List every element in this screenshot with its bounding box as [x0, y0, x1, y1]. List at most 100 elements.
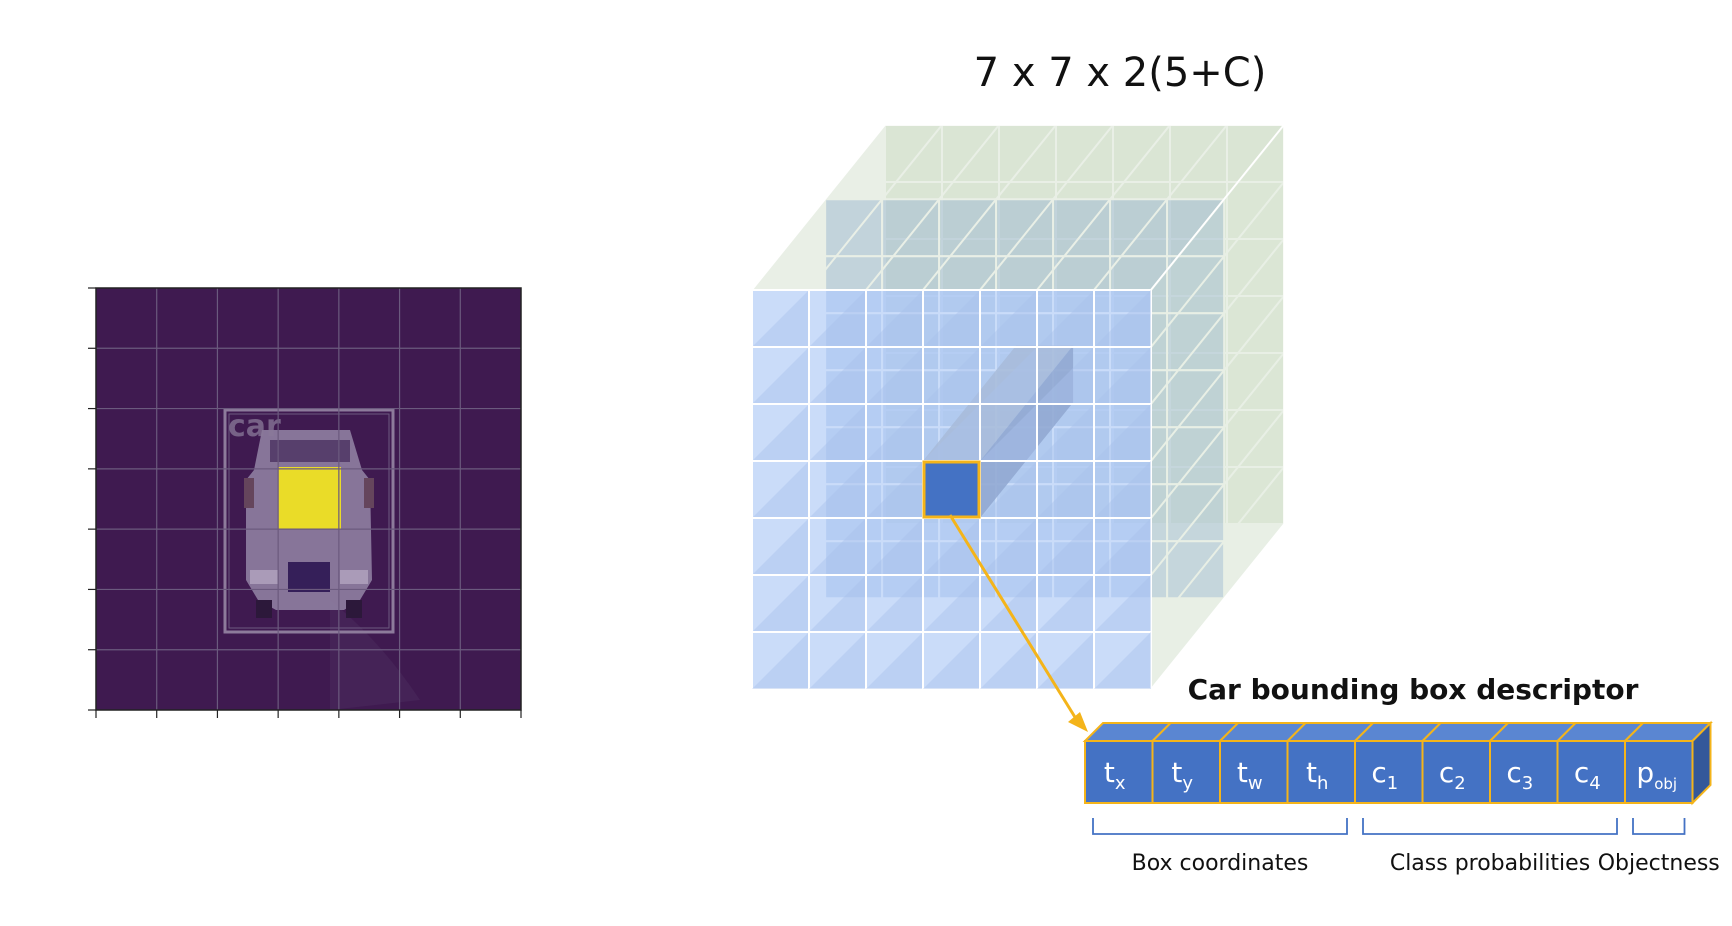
descriptor-symbol: c: [1574, 756, 1589, 789]
tensor-front-cell-shade: [923, 347, 980, 404]
descriptor-top-divider: [1354, 722, 1374, 742]
tensor-front-cell-shade: [1037, 632, 1094, 689]
tensor-front-cell-shade: [1094, 461, 1151, 518]
tensor-front-cell-shade: [809, 575, 866, 632]
tensor-front-cell-shade: [809, 461, 866, 518]
tensor-back-cell: [998, 124, 1057, 183]
tensor-front-cell-shade: [1037, 518, 1094, 575]
tensor-front-cell-shade: [752, 518, 809, 575]
tensor-front-cell: [751, 346, 810, 405]
tensor-front-cell: [1036, 517, 1095, 576]
tensor-top-edge: [808, 124, 943, 291]
descriptor-cell-label: c2: [1439, 756, 1466, 794]
descriptor-top-divider: [1556, 722, 1577, 742]
group-label: Box coordinates: [1132, 851, 1309, 876]
tensor-mid-cell: [1052, 198, 1112, 258]
tensor-front-cell: [979, 460, 1038, 519]
tensor-top-edge: [1093, 124, 1228, 291]
tensor-front-cell: [1036, 460, 1095, 519]
tensor-front-cell-shade: [1094, 290, 1151, 347]
descriptor-top-divider: [1624, 722, 1644, 742]
responsible-grid-cell: [278, 467, 341, 529]
tensor-front-cell: [865, 403, 924, 462]
tensor-front-cell-shade: [1094, 347, 1151, 404]
descriptor-symbol: t: [1237, 756, 1248, 789]
tensor-front-cell: [922, 574, 981, 633]
tensor-front-cell-shade: [809, 632, 866, 689]
tensor-front-cell-shade: [923, 632, 980, 689]
descriptor-symbol: c: [1371, 756, 1386, 789]
tensor-front-cell-shade: [752, 404, 809, 461]
tensor-front-cell: [1093, 346, 1152, 405]
descriptor-subscript: h: [1317, 773, 1328, 794]
descriptor-symbol: t: [1306, 756, 1317, 789]
tensor-front-cell-shade: [980, 518, 1037, 575]
descriptor-cell-label: c4: [1574, 756, 1601, 794]
descriptor-cell-label: tw: [1237, 756, 1263, 794]
descriptor-symbol: t: [1104, 756, 1115, 789]
descriptor-cell-label: th: [1306, 756, 1328, 794]
car-bounding-box-inner: [228, 413, 390, 629]
tensor-front-cell: [1093, 631, 1152, 690]
descriptor-cell-label: pobj: [1636, 756, 1677, 793]
image-frame: [95, 287, 522, 711]
descriptor-cell: [1084, 740, 1154, 804]
descriptor-cell: [1354, 740, 1424, 804]
descriptor-groups: Box coordinates Class probabilities Object…: [1092, 818, 1720, 876]
descriptor-subscript: x: [1115, 773, 1126, 794]
tensor-front-cell-shade: [980, 461, 1037, 518]
descriptor-subscript: y: [1182, 773, 1193, 794]
tensor-front-cell-shade: [923, 518, 980, 575]
tensor-front-cell-shade: [809, 347, 866, 404]
tensor-front-cell-shade: [1094, 632, 1151, 689]
tensor-front-cell: [1093, 460, 1152, 519]
descriptor-symbol: t: [1171, 756, 1182, 789]
group-label: Class probabilities: [1390, 851, 1590, 876]
descriptor-top-divider: [1286, 722, 1307, 742]
tensor-front-cell-shade: [1094, 404, 1151, 461]
tensor-top-edge: [922, 124, 1057, 291]
descriptor-cell: [1286, 740, 1356, 804]
tensor-front-cell-shade: [980, 290, 1037, 347]
tensor-front-cell: [1036, 346, 1095, 405]
tensor-front-cell-shade: [980, 404, 1037, 461]
tensor-front-cell: [979, 346, 1038, 405]
tensor-front-cell: [922, 346, 981, 405]
tensor-front-cell: [865, 574, 924, 633]
tensor-front-cell-shade: [752, 461, 809, 518]
tensor-front-cell-shade: [866, 518, 923, 575]
tensor-front-cell: [808, 289, 867, 348]
tensor-front-cell-shade: [1037, 404, 1094, 461]
tensor-front-cell: [751, 403, 810, 462]
descriptor-top-divider: [1489, 722, 1509, 742]
tensor-front-cell-shade: [923, 404, 980, 461]
tensor-front-cell-shade: [866, 632, 923, 689]
highlighted-tensor-cell: [922, 460, 981, 519]
tensor-front-cell-shade: [809, 404, 866, 461]
tensor-front-cell: [808, 460, 867, 519]
tensor-front-cell-shade: [752, 632, 809, 689]
descriptor-cell-label: ty: [1171, 756, 1193, 794]
tensor-back-cell: [1055, 124, 1114, 183]
tensor-front-cell-shade: [866, 404, 923, 461]
descriptor-cell-label: c3: [1506, 756, 1533, 794]
tensor-front-cell: [751, 631, 810, 690]
tensor-shape-title: 7 x 7 x 2(5+C): [974, 50, 1267, 96]
tensor-front-cell: [865, 517, 924, 576]
tensor-front-cell-shade: [1037, 347, 1094, 404]
group-brace: [1092, 818, 1348, 835]
group-label: Objectness: [1598, 851, 1720, 876]
descriptor-cell-label: c1: [1371, 756, 1398, 794]
descriptor-top-divider: [1151, 722, 1172, 742]
tensor-front-cell-shade: [866, 347, 923, 404]
descriptor-cell: [1624, 740, 1694, 804]
tensor-front-cell-shade: [980, 575, 1037, 632]
tensor-front-cell-shade: [752, 347, 809, 404]
tensor-front-cell: [1093, 517, 1152, 576]
tensor-front-cell: [1093, 289, 1152, 348]
group-brace: [1362, 818, 1618, 835]
descriptor-cell-label: tx: [1104, 756, 1126, 794]
tensor-front-cell-shade: [809, 518, 866, 575]
car-label: car: [228, 409, 281, 444]
